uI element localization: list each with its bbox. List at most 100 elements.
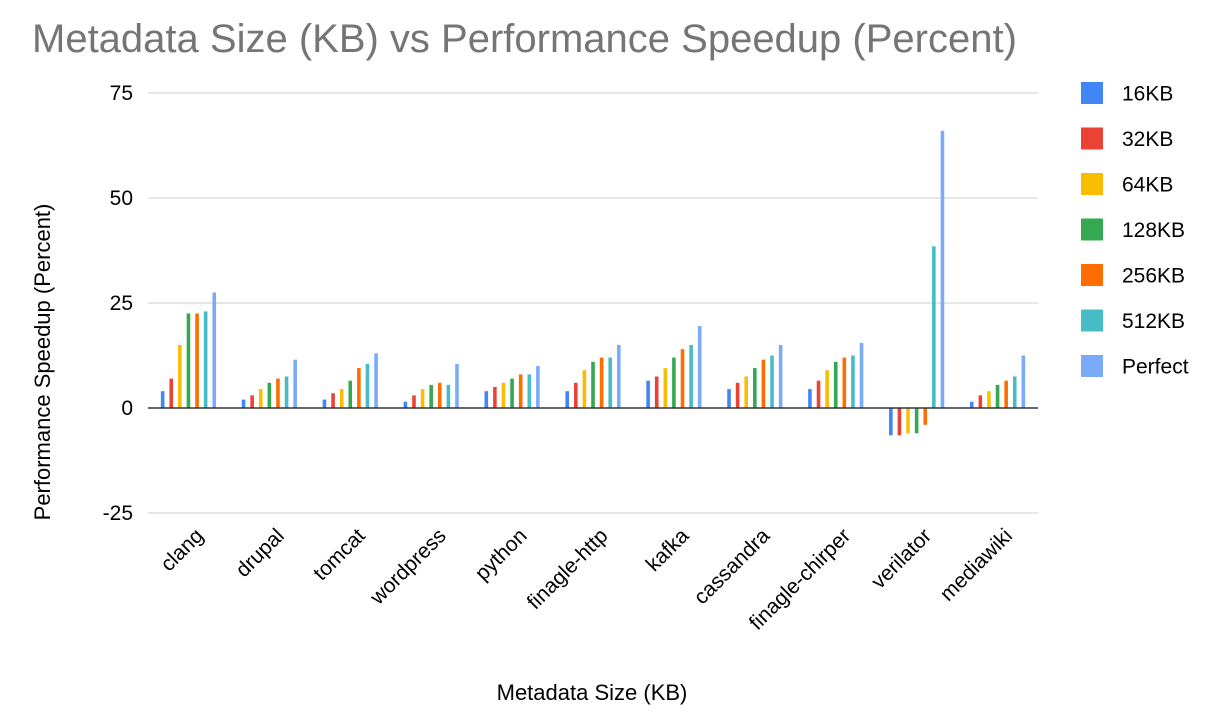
bar-verilator-512KB xyxy=(932,246,936,408)
bar-wordpress-Perfect xyxy=(455,363,459,408)
legend-swatch-32KB xyxy=(1081,127,1103,150)
legend-swatch-512KB xyxy=(1081,309,1103,332)
bar-mediawiki-16KB xyxy=(969,401,974,408)
bar-cassandra-64KB xyxy=(744,376,749,408)
bar-mediawiki-32KB xyxy=(978,395,983,408)
bar-finagle-http-256KB xyxy=(599,357,604,408)
bar-finagle-chirper-Perfect xyxy=(859,342,864,408)
bar-finagle-chirper-128KB xyxy=(833,361,838,408)
x-tick-label: python xyxy=(471,524,532,585)
x-tick-label: drupal xyxy=(231,524,289,582)
bar-mediawiki-Perfect xyxy=(1021,355,1026,408)
bar-clang-16KB xyxy=(160,391,165,408)
bar-finagle-chirper-64KB xyxy=(825,370,829,408)
bar-clang-Perfect xyxy=(212,292,217,408)
bar-verilator-32KB xyxy=(897,408,902,436)
bar-tomcat-512KB xyxy=(365,363,370,408)
y-tick-label: 75 xyxy=(110,82,133,105)
bar-tomcat-Perfect xyxy=(374,353,378,408)
bar-finagle-chirper-256KB xyxy=(842,357,847,408)
x-tick-label: kafka xyxy=(642,524,694,576)
bar-verilator-64KB xyxy=(906,408,910,434)
legend-label: 32KB xyxy=(1122,128,1173,151)
y-tick-label: 0 xyxy=(121,397,133,420)
bar-clang-512KB xyxy=(203,311,208,408)
bar-wordpress-256KB xyxy=(437,382,442,408)
bar-python-Perfect xyxy=(536,366,540,408)
legend-swatch-128KB xyxy=(1081,218,1103,241)
bar-drupal-16KB xyxy=(241,399,246,408)
bar-drupal-32KB xyxy=(250,395,254,408)
y-tick-label: -25 xyxy=(103,502,133,525)
x-tick-label: finagle-http xyxy=(523,524,613,614)
legend-swatch-Perfect xyxy=(1081,355,1103,377)
bar-kafka-Perfect xyxy=(697,326,702,408)
bar-kafka-16KB xyxy=(646,380,650,408)
bar-cassandra-128KB xyxy=(753,368,757,408)
bar-python-128KB xyxy=(510,378,514,408)
bar-kafka-32KB xyxy=(654,376,659,408)
bar-wordpress-16KB xyxy=(403,401,408,408)
bar-tomcat-256KB xyxy=(357,368,361,408)
bars xyxy=(160,130,1026,436)
gridlines xyxy=(148,92,1038,514)
bar-python-256KB xyxy=(518,374,523,408)
bar-finagle-http-16KB xyxy=(565,391,569,408)
bar-verilator-Perfect xyxy=(940,130,945,409)
bar-verilator-128KB xyxy=(914,408,919,434)
legend: 16KB 32KB 64KB 128KB 256KB 512KB Perfect xyxy=(1081,82,1189,379)
bar-kafka-64KB xyxy=(663,368,668,408)
bar-mediawiki-128KB xyxy=(995,384,1000,408)
bar-wordpress-32KB xyxy=(412,395,416,408)
bar-finagle-http-128KB xyxy=(591,361,595,408)
legend-label: 256KB xyxy=(1122,265,1185,288)
bar-tomcat-64KB xyxy=(339,389,344,408)
legend-swatch-16KB xyxy=(1081,82,1103,104)
bar-finagle-chirper-32KB xyxy=(816,380,821,408)
bar-drupal-512KB xyxy=(284,376,289,408)
bar-mediawiki-64KB xyxy=(987,391,991,408)
x-tick-label: mediawiki xyxy=(936,524,1017,605)
bar-cassandra-32KB xyxy=(735,382,740,408)
legend-label: 64KB xyxy=(1122,174,1173,197)
bar-drupal-Perfect xyxy=(293,359,297,408)
bar-tomcat-16KB xyxy=(322,399,327,408)
bar-finagle-http-64KB xyxy=(582,370,587,408)
bar-finagle-chirper-512KB xyxy=(851,355,855,408)
bar-finagle-http-32KB xyxy=(574,382,578,408)
x-tick-label: tomcat xyxy=(309,524,370,585)
bar-cassandra-Perfect xyxy=(778,345,783,408)
bar-verilator-256KB xyxy=(923,408,928,425)
bar-finagle-chirper-16KB xyxy=(808,389,812,408)
legend-label: Perfect xyxy=(1122,356,1189,379)
bar-cassandra-16KB xyxy=(727,389,731,408)
chart-title: Metadata Size (KB) vs Performance Speedu… xyxy=(32,17,1017,61)
bar-tomcat-128KB xyxy=(348,380,353,408)
bar-tomcat-32KB xyxy=(331,393,335,408)
legend-label: 128KB xyxy=(1122,219,1185,242)
bar-wordpress-64KB xyxy=(420,389,425,408)
bar-mediawiki-512KB xyxy=(1012,376,1017,408)
x-tick-label: wordpress xyxy=(365,524,450,609)
legend-label: 16KB xyxy=(1122,83,1173,106)
y-tick-label: 25 xyxy=(110,292,133,315)
bar-wordpress-128KB xyxy=(429,384,433,408)
x-tick-label: clang xyxy=(156,524,208,576)
bar-wordpress-512KB xyxy=(446,384,451,408)
x-axis-title: Metadata Size (KB) xyxy=(497,680,688,705)
bar-verilator-16KB xyxy=(889,408,893,436)
bar-drupal-128KB xyxy=(267,382,272,408)
bar-clang-64KB xyxy=(178,345,182,408)
bar-python-64KB xyxy=(501,382,506,408)
bar-cassandra-512KB xyxy=(770,355,774,408)
bar-finagle-http-Perfect xyxy=(617,345,621,408)
x-tick-label: cassandra xyxy=(690,524,775,609)
bar-python-32KB xyxy=(493,387,497,408)
legend-swatch-256KB xyxy=(1081,264,1103,286)
bar-kafka-512KB xyxy=(689,345,693,408)
y-axis-ticks: 75 50 25 0 -25 xyxy=(103,82,133,525)
y-tick-label: 50 xyxy=(110,187,133,210)
